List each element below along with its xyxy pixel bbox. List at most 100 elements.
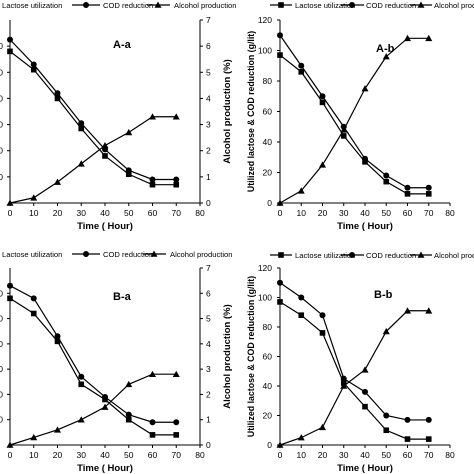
x-axis-label: Time ( Hour) <box>77 463 133 474</box>
y-tick-label-left: 100 <box>258 46 272 56</box>
series-line-square <box>9 297 177 436</box>
y-tick-label-right: 5 <box>206 67 211 77</box>
series-line-square <box>279 301 429 440</box>
x-tick-label: 70 <box>424 450 434 460</box>
x-tick-label: 50 <box>124 450 134 460</box>
x-tick-label: 80 <box>445 450 455 460</box>
data-point-circle <box>277 32 283 39</box>
data-point-square <box>383 178 390 185</box>
legend-entry: COD reduction <box>103 250 153 259</box>
legend-marker-triangle <box>150 250 158 257</box>
data-point-triangle <box>276 199 284 206</box>
data-point-triangle <box>172 113 180 120</box>
data-point-square <box>362 403 368 410</box>
data-point-circle <box>173 419 180 426</box>
data-point-triangle <box>172 370 180 377</box>
y-tick-label-left: 60 <box>0 364 3 374</box>
data-point-triangle <box>361 366 369 373</box>
data-point-square <box>173 181 180 188</box>
x-tick-label: 30 <box>339 208 349 218</box>
series-line-triangle <box>9 373 177 446</box>
data-point-triangle <box>382 53 390 60</box>
data-point-triangle <box>276 441 284 448</box>
series-line-triangle <box>279 37 429 204</box>
data-point-triangle <box>30 194 38 201</box>
y-tick-label-left: 0 <box>267 440 272 450</box>
x-tick-label: 0 <box>278 208 283 218</box>
data-point-circle <box>277 279 283 286</box>
y-tick-label-right: 6 <box>206 41 211 51</box>
data-point-square <box>54 338 61 345</box>
data-point-circle <box>149 419 156 426</box>
data-point-square <box>102 153 108 159</box>
data-point-circle <box>404 184 411 191</box>
data-point-triangle <box>340 126 348 133</box>
data-point-triangle <box>404 307 411 314</box>
x-tick-label: 40 <box>360 208 370 218</box>
data-point-triangle <box>297 434 305 441</box>
y-tick-label-left: 100 <box>0 314 3 324</box>
data-point-circle <box>7 282 13 289</box>
x-tick-label: 70 <box>172 208 182 218</box>
x-tick-label: 30 <box>77 450 87 460</box>
chart-panel-B-b: 0 10 20 30 40 50 60 70 80 Time ( Hour) 0 20 40 60 80 10… <box>246 251 474 474</box>
x-tick-label: 70 <box>424 208 434 218</box>
y-tick-label-left: 120 <box>258 15 272 25</box>
data-point-circle <box>78 120 85 127</box>
data-point-circle <box>173 176 180 183</box>
y-tick-label-right: 0 <box>206 440 211 450</box>
y-tick-label-left: 40 <box>0 389 3 399</box>
legend-marker-triangle <box>154 1 162 8</box>
x-axis-label: Time ( Hour) <box>337 221 393 232</box>
x-tick-label: 20 <box>53 450 63 460</box>
legend-entry: Lactose utilization <box>295 1 355 10</box>
data-point-circle <box>125 167 132 174</box>
legend: Lactose utilization COD reduction Alcohol … <box>2 1 236 10</box>
x-tick-label: 80 <box>195 208 205 218</box>
x-tick-label: 20 <box>318 450 328 460</box>
legend: Lactose utilization COD reduction Alcohol … <box>270 1 474 10</box>
y-tick-label-right: 2 <box>206 146 211 156</box>
data-point-square <box>149 432 156 438</box>
y-tick-label-left: 100 <box>258 293 272 303</box>
y-tick-label-left: 20 <box>263 411 273 421</box>
data-point-square <box>277 52 283 58</box>
y-tick-label-left: 80 <box>263 76 273 86</box>
legend-marker-square <box>278 252 284 258</box>
x-tick-label: 60 <box>148 450 158 460</box>
legend-entry: COD reduction <box>366 251 416 260</box>
series-line-triangle <box>279 310 429 446</box>
data-point-square <box>173 432 180 438</box>
series-line-square <box>279 54 429 195</box>
legend-entry: Alcohol production <box>434 1 474 10</box>
y-tick-label-right: 1 <box>206 172 211 182</box>
y-tick-label-left: 100 <box>0 67 3 77</box>
y-tick-label-left: 40 <box>0 146 3 156</box>
x-tick-label: 10 <box>297 208 307 218</box>
y-axis-label-right: Alcohol production (%) <box>222 304 233 409</box>
data-point-circle <box>7 36 13 43</box>
x-tick-label: 80 <box>195 450 205 460</box>
data-point-square <box>7 48 13 55</box>
y-tick-label-right: 2 <box>206 389 211 399</box>
data-point-triangle <box>149 370 156 377</box>
data-point-square <box>298 312 305 318</box>
data-point-circle <box>30 61 37 68</box>
y-tick-label-left: 80 <box>0 339 3 349</box>
legend: Lactose utilization COD reduction Alcohol … <box>2 250 232 259</box>
x-tick-label: 50 <box>124 208 134 218</box>
x-tick-label: 0 <box>8 208 13 218</box>
panel-label: A-a <box>113 39 132 51</box>
legend-entry: Alcohol production <box>434 251 474 260</box>
data-point-triangle <box>125 380 133 388</box>
data-point-triangle <box>425 307 433 314</box>
legend-entry: Lactose utilization <box>2 250 62 259</box>
data-point-square <box>362 159 368 165</box>
data-point-circle <box>425 416 432 423</box>
y-tick-label-right: 4 <box>206 339 211 349</box>
data-point-circle <box>319 93 326 100</box>
data-point-triangle <box>101 141 109 149</box>
data-point-triangle <box>6 199 14 206</box>
